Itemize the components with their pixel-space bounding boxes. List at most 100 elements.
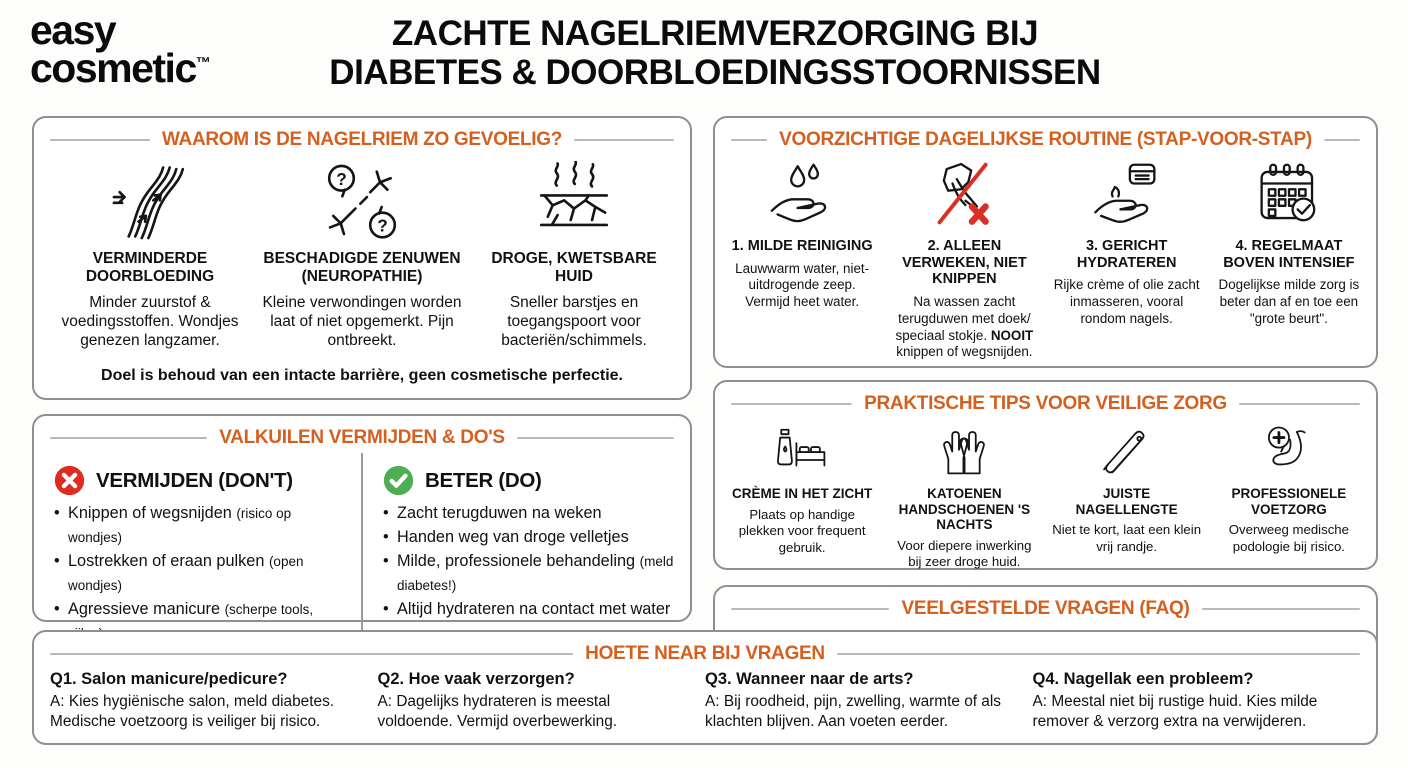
routine-step-4: 4. REGELMAAT BOVEN INTENSIEF Dogelijkse … [1208, 159, 1370, 328]
page-title: ZACHTE NAGELRIEMVERZORGING BIJ DIABETES … [235, 14, 1195, 92]
damaged-nerves-icon: ? ? [262, 161, 462, 243]
tip-title: CRÈME IN HET ZICHT [732, 486, 873, 501]
routine-step-title: 4. REGELMAAT BOVEN INTENSIEF [1223, 238, 1355, 271]
panel-tips-header: PRAKTISCHE TIPS VOOR VEILIGE ZORG [715, 382, 1376, 415]
no-cutting-icon [889, 159, 1039, 231]
dont-heading: VERMIJDEN (DON'T) [96, 468, 293, 492]
cotton-gloves-icon [889, 423, 1039, 479]
do-item: Altijd hydrateren na contact met water [383, 598, 676, 622]
header-rule [50, 437, 208, 439]
panel-faq-header: VEELGESTELDE VRAGEN (FAQ) [715, 587, 1376, 620]
panel-pitfalls-header: VALKUILEN VERMIJDEN & DO'S [34, 416, 690, 449]
do-heading-row: BETER (DO) [383, 465, 676, 496]
panel-tips-title: PRAKTISCHE TIPS VOOR VEILIGE ZORG [864, 393, 1227, 414]
why-item-circulation: VERMINDERDE DOORBLOEDING Minder zuurstof… [44, 161, 256, 351]
header-rule [1323, 139, 1361, 141]
tip-text: Plaats op handige plekken voor frequent … [738, 506, 866, 555]
why-item-text: Sneller barstjes en toegangspoort voor b… [501, 293, 647, 350]
faq-answer: A: Dagelijks hydrateren is meestal voldo… [377, 693, 618, 730]
page-title-line1: ZACHTE NAGELRIEMVERZORGING BIJ [391, 14, 1039, 53]
brand-logo-line1: easy [30, 7, 117, 53]
svg-text:?: ? [377, 216, 388, 236]
panel-faq-title: VEELGESTELDE VRAGEN (FAQ) [901, 598, 1190, 619]
faq-item-q3: Q3. Wanneer naar de arts? A: Bij roodhei… [705, 670, 1033, 731]
tip-nail-length: JUISTE NAGELLENGTE Niet te kort, laat ee… [1046, 423, 1208, 555]
cream-tube-bed-icon [727, 423, 877, 479]
routine-step-title: 3. GERICHT HYDRATEREN [1076, 238, 1177, 271]
tip-text: Overweeg medische podologie bij risico. [1228, 522, 1349, 554]
routine-step-1: 1. MILDE REINIGING Lauwwarm water, niet-… [721, 159, 883, 311]
header-rule [574, 139, 674, 141]
panel-questions: HOETE NEAR BIJ VRAGEN Q1. Salon manicure… [32, 630, 1378, 745]
panel-questions-title: HOETE NEAR BIJ VRAGEN [585, 643, 825, 664]
tip-cream-in-sight: CRÈME IN HET ZICHT Plaats op handige ple… [721, 423, 883, 556]
faq-question: Q2. Hoe vaak verzorgen? [377, 670, 575, 688]
panel-routine-header: VOORZICHTIGE DAGELIJKSE ROUTINE (STAP-VO… [715, 118, 1376, 151]
why-item-title: VERMINDERDE DOORBLOEDING [85, 250, 215, 285]
brand-logo: easy cosmetic™ [30, 7, 211, 91]
header-rule [731, 139, 768, 141]
do-item: Zacht terugduwen na weken [383, 502, 676, 526]
why-item-title: DROGE, KWETSBARE HUID [491, 250, 657, 285]
header-rule [1201, 608, 1360, 610]
dry-skin-icon [474, 161, 674, 243]
professional-foot-care-icon [1214, 423, 1364, 479]
routine-step-text: Lauwwarm water, niet-uitdrogende zeep. V… [735, 260, 870, 310]
dont-item: Agressieve manicure (scherpe tools, vijl… [54, 598, 347, 646]
panel-why-sensitive: WAAROM IS DE NAGELRIEM ZO GEVOELIG? VERM… [32, 116, 692, 400]
do-column: BETER (DO) Zacht terugduwen na weken Han… [363, 453, 690, 670]
panel-questions-header: HOETE NEAR BIJ VRAGEN [34, 632, 1376, 665]
faq-answer: A: Bij roodheid, pijn, zwelling, warmte … [705, 693, 1001, 730]
panel-why-header: WAAROM IS DE NAGELRIEM ZO GEVOELIG? [34, 118, 690, 151]
tip-title: KATOENEN HANDSCHOENEN 'S NACHTS [898, 486, 1031, 533]
panel-pitfalls-title: VALKUILEN VERMIJDEN & DO'S [219, 427, 505, 448]
routine-step-title: 2. ALLEEN VERWEKEN, NIET KNIPPEN [902, 238, 1027, 288]
faq-question: Q4. Nagellak een probleem? [1032, 670, 1254, 688]
header-rule [731, 608, 890, 610]
dont-item: Knippen of wegsnijden (risico op wondjes… [54, 502, 347, 550]
dont-heading-row: VERMIJDEN (DON'T) [54, 465, 347, 496]
faq-item-q1: Q1. Salon manicure/pedicure? A: Kies hyg… [50, 670, 378, 731]
routine-step-text: Rijke crème of olie zacht inmasseren, vo… [1053, 277, 1200, 326]
tip-title: JUISTE NAGELLENGTE [1075, 486, 1178, 517]
tip-professional-foot-care: PROFESSIONELE VOETZORG Overweeg medische… [1208, 423, 1370, 555]
brand-logo-line2: cosmetic™ [30, 44, 211, 91]
header-rule [1238, 403, 1361, 405]
why-item-text: Kleine verwondingen worden laat of niet … [262, 293, 462, 350]
panel-pitfalls: VALKUILEN VERMIJDEN & DO'S VERMIJDEN (DO… [32, 414, 692, 670]
faq-item-q4: Q4. Nagellak een probleem? A: Meestal ni… [1033, 670, 1361, 731]
panel-why-title: WAAROM IS DE NAGELRIEM ZO GEVOELIG? [161, 129, 563, 150]
why-item-dry-skin: DROGE, KWETSBARE HUID Sneller barstjes e… [468, 161, 680, 351]
routine-step-text: Dogelijkse milde zorg is beter dan af en… [1218, 277, 1360, 326]
header-rule [731, 403, 853, 405]
panel-daily-routine: VOORZICHTIGE DAGELIJKSE ROUTINE (STAP-VO… [713, 116, 1378, 368]
header-rule [836, 653, 1360, 655]
panel-routine-title: VOORZICHTIGE DAGELIJKSE ROUTINE (STAP-VO… [779, 129, 1312, 150]
trademark-symbol: ™ [195, 54, 211, 72]
svg-text:?: ? [336, 169, 347, 189]
do-item: Milde, professionele behandeling (meld d… [383, 550, 676, 598]
header-rule [516, 437, 674, 439]
do-check-circle-icon [383, 465, 414, 496]
blood-vessel-icon [50, 161, 250, 243]
dont-cross-circle-icon [54, 465, 85, 496]
why-item-nerves: ? ? BESCHADIGDE ZENUWEN (NEUROPATHIE) Kl… [256, 161, 468, 351]
do-list: Zacht terugduwen na weken Handen weg van… [383, 502, 676, 622]
page-title-line2: DIABETES & DOORBLOEDINGSSTOORNISSEN [329, 53, 1101, 93]
dont-item: Lostrekken of eraan pulken (open wondjes… [54, 550, 347, 598]
nail-clipper-icon [1052, 423, 1202, 479]
hand-water-drops-icon [727, 159, 877, 231]
faq-item-q2: Q2. Hoe vaak verzorgen? A: Dagelijks hyd… [378, 670, 706, 731]
why-item-text: Minder zuurstof & voedingsstoffen. Wondj… [61, 293, 239, 350]
panel-practical-tips: PRAKTISCHE TIPS VOOR VEILIGE ZORG CRÈME … [713, 380, 1378, 570]
hand-cream-icon [1052, 159, 1202, 231]
faq-question: Q3. Wanneer naar de arts? [705, 670, 914, 688]
why-item-title: BESCHADIGDE ZENUWEN (NEUROPATHIE) [263, 250, 461, 285]
routine-step-title: 1. MILDE REINIGING [731, 238, 873, 254]
tip-cotton-gloves: KATOENEN HANDSCHOENEN 'S NACHTS Voor die… [883, 423, 1045, 571]
header-rule [50, 653, 574, 655]
do-heading: BETER (DO) [425, 468, 542, 492]
faq-answer: A: Meestal niet bij rustige huid. Kies m… [1032, 693, 1318, 730]
routine-step-2: 2. ALLEEN VERWEKEN, NIET KNIPPEN Na wass… [883, 159, 1045, 361]
faq-answer: A: Kies hygiënische salon, meld diabetes… [50, 693, 335, 730]
